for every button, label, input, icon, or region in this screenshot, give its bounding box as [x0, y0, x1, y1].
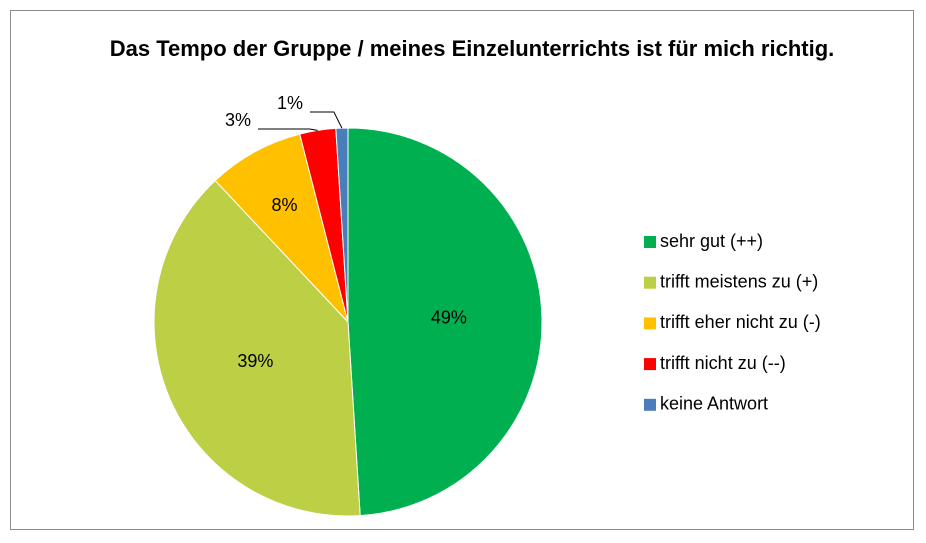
- legend-swatch: [644, 276, 656, 289]
- data-label: 49%: [431, 308, 467, 328]
- pie-slice: [214, 133, 349, 323]
- legend-label: trifft meistens zu (+): [660, 271, 818, 291]
- legend-swatch: [644, 317, 656, 330]
- data-label: 8%: [271, 195, 297, 215]
- legend-label: keine Antwort: [660, 394, 768, 414]
- leader-line: [310, 111, 343, 129]
- chart-title: Das Tempo der Gruppe / meines Einzelunte…: [109, 36, 835, 61]
- pie-slice: [347, 127, 543, 517]
- chart-frame: [10, 10, 914, 530]
- legend-label: sehr gut (++): [660, 231, 763, 251]
- data-label: 3%: [225, 110, 251, 130]
- legend-label: trifft eher nicht zu (-): [660, 312, 821, 332]
- leader-line: [258, 128, 318, 131]
- legend-swatch: [644, 236, 656, 248]
- legend-swatch: [644, 398, 656, 411]
- pie-slice: [153, 179, 361, 517]
- legend-swatch: [644, 358, 656, 371]
- data-label: 39%: [237, 351, 273, 371]
- pie-slice: [335, 127, 349, 323]
- data-label: 1%: [277, 93, 303, 113]
- legend-label: trifft nicht zu (--): [660, 353, 786, 373]
